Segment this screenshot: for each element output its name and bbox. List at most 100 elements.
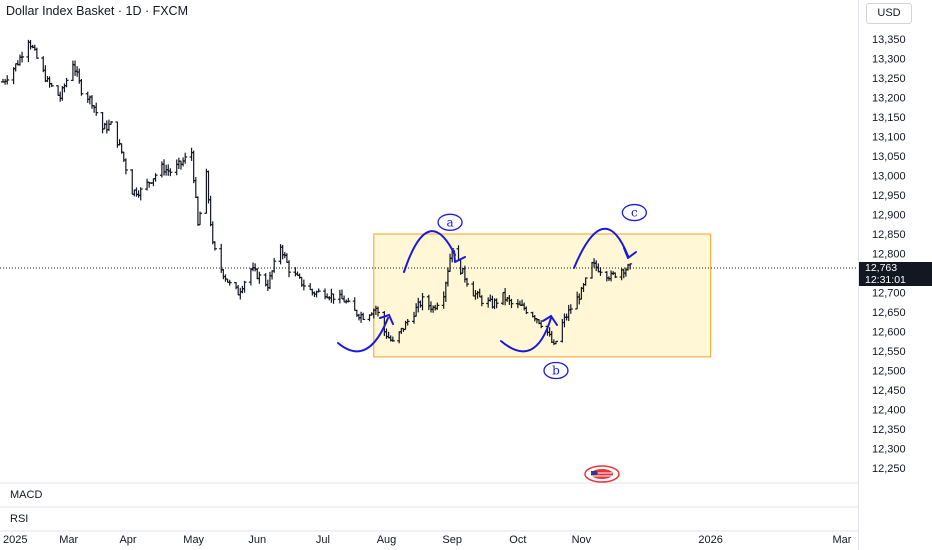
last-price-tag: 12,763 xyxy=(859,262,932,274)
ohlc-bar xyxy=(331,293,336,304)
ohlc-bar xyxy=(123,158,128,175)
ohlc-bar xyxy=(509,298,514,309)
y-tick-label: 13,350 xyxy=(872,34,906,46)
wave-label-a: a xyxy=(446,215,453,229)
ohlc-bar xyxy=(257,271,262,284)
ohlc-bar xyxy=(316,288,321,293)
arc-left-bottom xyxy=(337,317,389,353)
ohlc-bar xyxy=(49,82,54,88)
time-scale: 2025 Mar Apr May Jun Jul Aug Sep Oct Nov 2026 Mar xyxy=(3,534,852,546)
y-tick-label: 13,250 xyxy=(872,73,906,85)
ohlc-bar xyxy=(435,302,440,310)
y-tick-label: 13,200 xyxy=(872,93,906,105)
arc-a xyxy=(403,230,456,273)
ohlc-bar xyxy=(583,277,588,286)
wave-label-circle xyxy=(437,213,463,231)
arrow-c xyxy=(623,247,637,259)
tradingview-flag-icon xyxy=(584,465,620,483)
y-tick-label: 12,300 xyxy=(872,444,906,456)
wave-label-b: b xyxy=(552,364,560,378)
ohlc-bar xyxy=(420,293,425,311)
y-tick-label: 13,050 xyxy=(872,151,906,163)
ohlc-bar xyxy=(346,297,351,303)
ohlc-bar xyxy=(628,263,633,270)
ohlc-bar xyxy=(613,272,618,278)
wave-labels: a b c xyxy=(437,203,648,380)
y-tick-label: 12,350 xyxy=(872,424,906,436)
y-tick-label: 12,700 xyxy=(872,288,906,300)
y-tick-label: 12,800 xyxy=(872,249,906,261)
ohlc-bar xyxy=(464,277,469,287)
x-tick-label: 2025 xyxy=(3,534,27,546)
ohlc-bar xyxy=(168,168,173,177)
y-tick-label: 12,950 xyxy=(872,190,906,202)
y-tick-label: 13,300 xyxy=(872,54,906,66)
x-tick-label: Apr xyxy=(119,534,136,546)
ohlc-bar xyxy=(227,279,232,286)
ohlc-bar xyxy=(198,211,203,226)
ohlc-bar xyxy=(568,304,573,314)
ohlc-bar xyxy=(390,336,395,342)
arrow-b xyxy=(542,314,558,326)
x-tick-label: Jun xyxy=(248,534,266,546)
ohlc-bar xyxy=(34,47,39,59)
ohlc-bar xyxy=(212,241,217,251)
x-tick-label: Aug xyxy=(377,534,397,546)
x-tick-label: Nov xyxy=(572,534,592,546)
y-tick-label: 12,600 xyxy=(872,327,906,339)
ohlc-bar xyxy=(405,318,410,326)
ohlc-bar xyxy=(5,75,10,85)
ohlc-bar xyxy=(376,306,381,317)
ohlc-bar xyxy=(494,298,499,309)
ohlc-bar xyxy=(539,320,544,329)
y-tick-label: 12,400 xyxy=(872,405,906,417)
ohlc-bar xyxy=(242,280,247,293)
consolidation-box[interactable] xyxy=(373,233,712,358)
arrow-left-bottom xyxy=(379,313,394,325)
ohlc-bar xyxy=(138,187,143,201)
y-tick-label: 13,150 xyxy=(872,112,906,124)
ohlc-bars xyxy=(1,39,633,345)
ohlc-bar xyxy=(79,78,84,96)
arc-b xyxy=(500,317,552,353)
ohlc-bar xyxy=(524,306,529,315)
y-tick-label: 13,100 xyxy=(872,132,906,144)
ohlc-bar xyxy=(361,312,366,321)
wave-label-c: c xyxy=(631,206,638,220)
ohlc-bar xyxy=(479,295,484,307)
arc-c xyxy=(573,227,629,269)
chart-title: Dollar Index Basket · 1D · FXCM xyxy=(6,4,188,18)
arrow-a xyxy=(453,250,466,263)
currency-button[interactable]: USD xyxy=(866,3,912,24)
ohlc-bar xyxy=(598,267,603,276)
wave-label-circle xyxy=(543,361,569,380)
y-tick-label: 12,850 xyxy=(872,229,906,241)
x-tick-label: May xyxy=(183,534,204,546)
ohlc-bar xyxy=(183,152,188,164)
wave-label-circle xyxy=(621,203,648,222)
wave-annotation-arcs xyxy=(337,227,637,353)
x-tick-label: 2026 xyxy=(698,534,722,546)
y-tick-label: 13,000 xyxy=(872,171,906,183)
y-tick-label: 12,550 xyxy=(872,346,906,358)
bar-countdown: 12:31:01 xyxy=(859,274,932,286)
ohlc-bar xyxy=(94,102,99,116)
ohlc-bar xyxy=(153,173,158,182)
ohlc-bar xyxy=(287,260,292,278)
y-tick-label: 12,250 xyxy=(872,463,906,475)
range-box xyxy=(373,233,712,358)
x-tick-label: Mar xyxy=(833,534,852,546)
y-tick-label: 12,900 xyxy=(872,210,906,222)
ohlc-bar xyxy=(272,257,277,273)
x-tick-label: Sep xyxy=(442,534,462,546)
macd-pane-label[interactable]: MACD xyxy=(10,489,43,501)
rsi-pane-label: RSI xyxy=(10,513,29,525)
ohlc-bar xyxy=(109,121,114,125)
ohlc-bar xyxy=(64,77,69,88)
x-tick-label: Jul xyxy=(316,534,330,546)
y-tick-label: 12,650 xyxy=(872,307,906,319)
price-scale: 13,350 13,300 13,250 13,200 13,150 13,100 13,0… xyxy=(872,34,906,475)
y-tick-label: 12,450 xyxy=(872,385,906,397)
y-tick-label: 12,500 xyxy=(872,366,906,378)
